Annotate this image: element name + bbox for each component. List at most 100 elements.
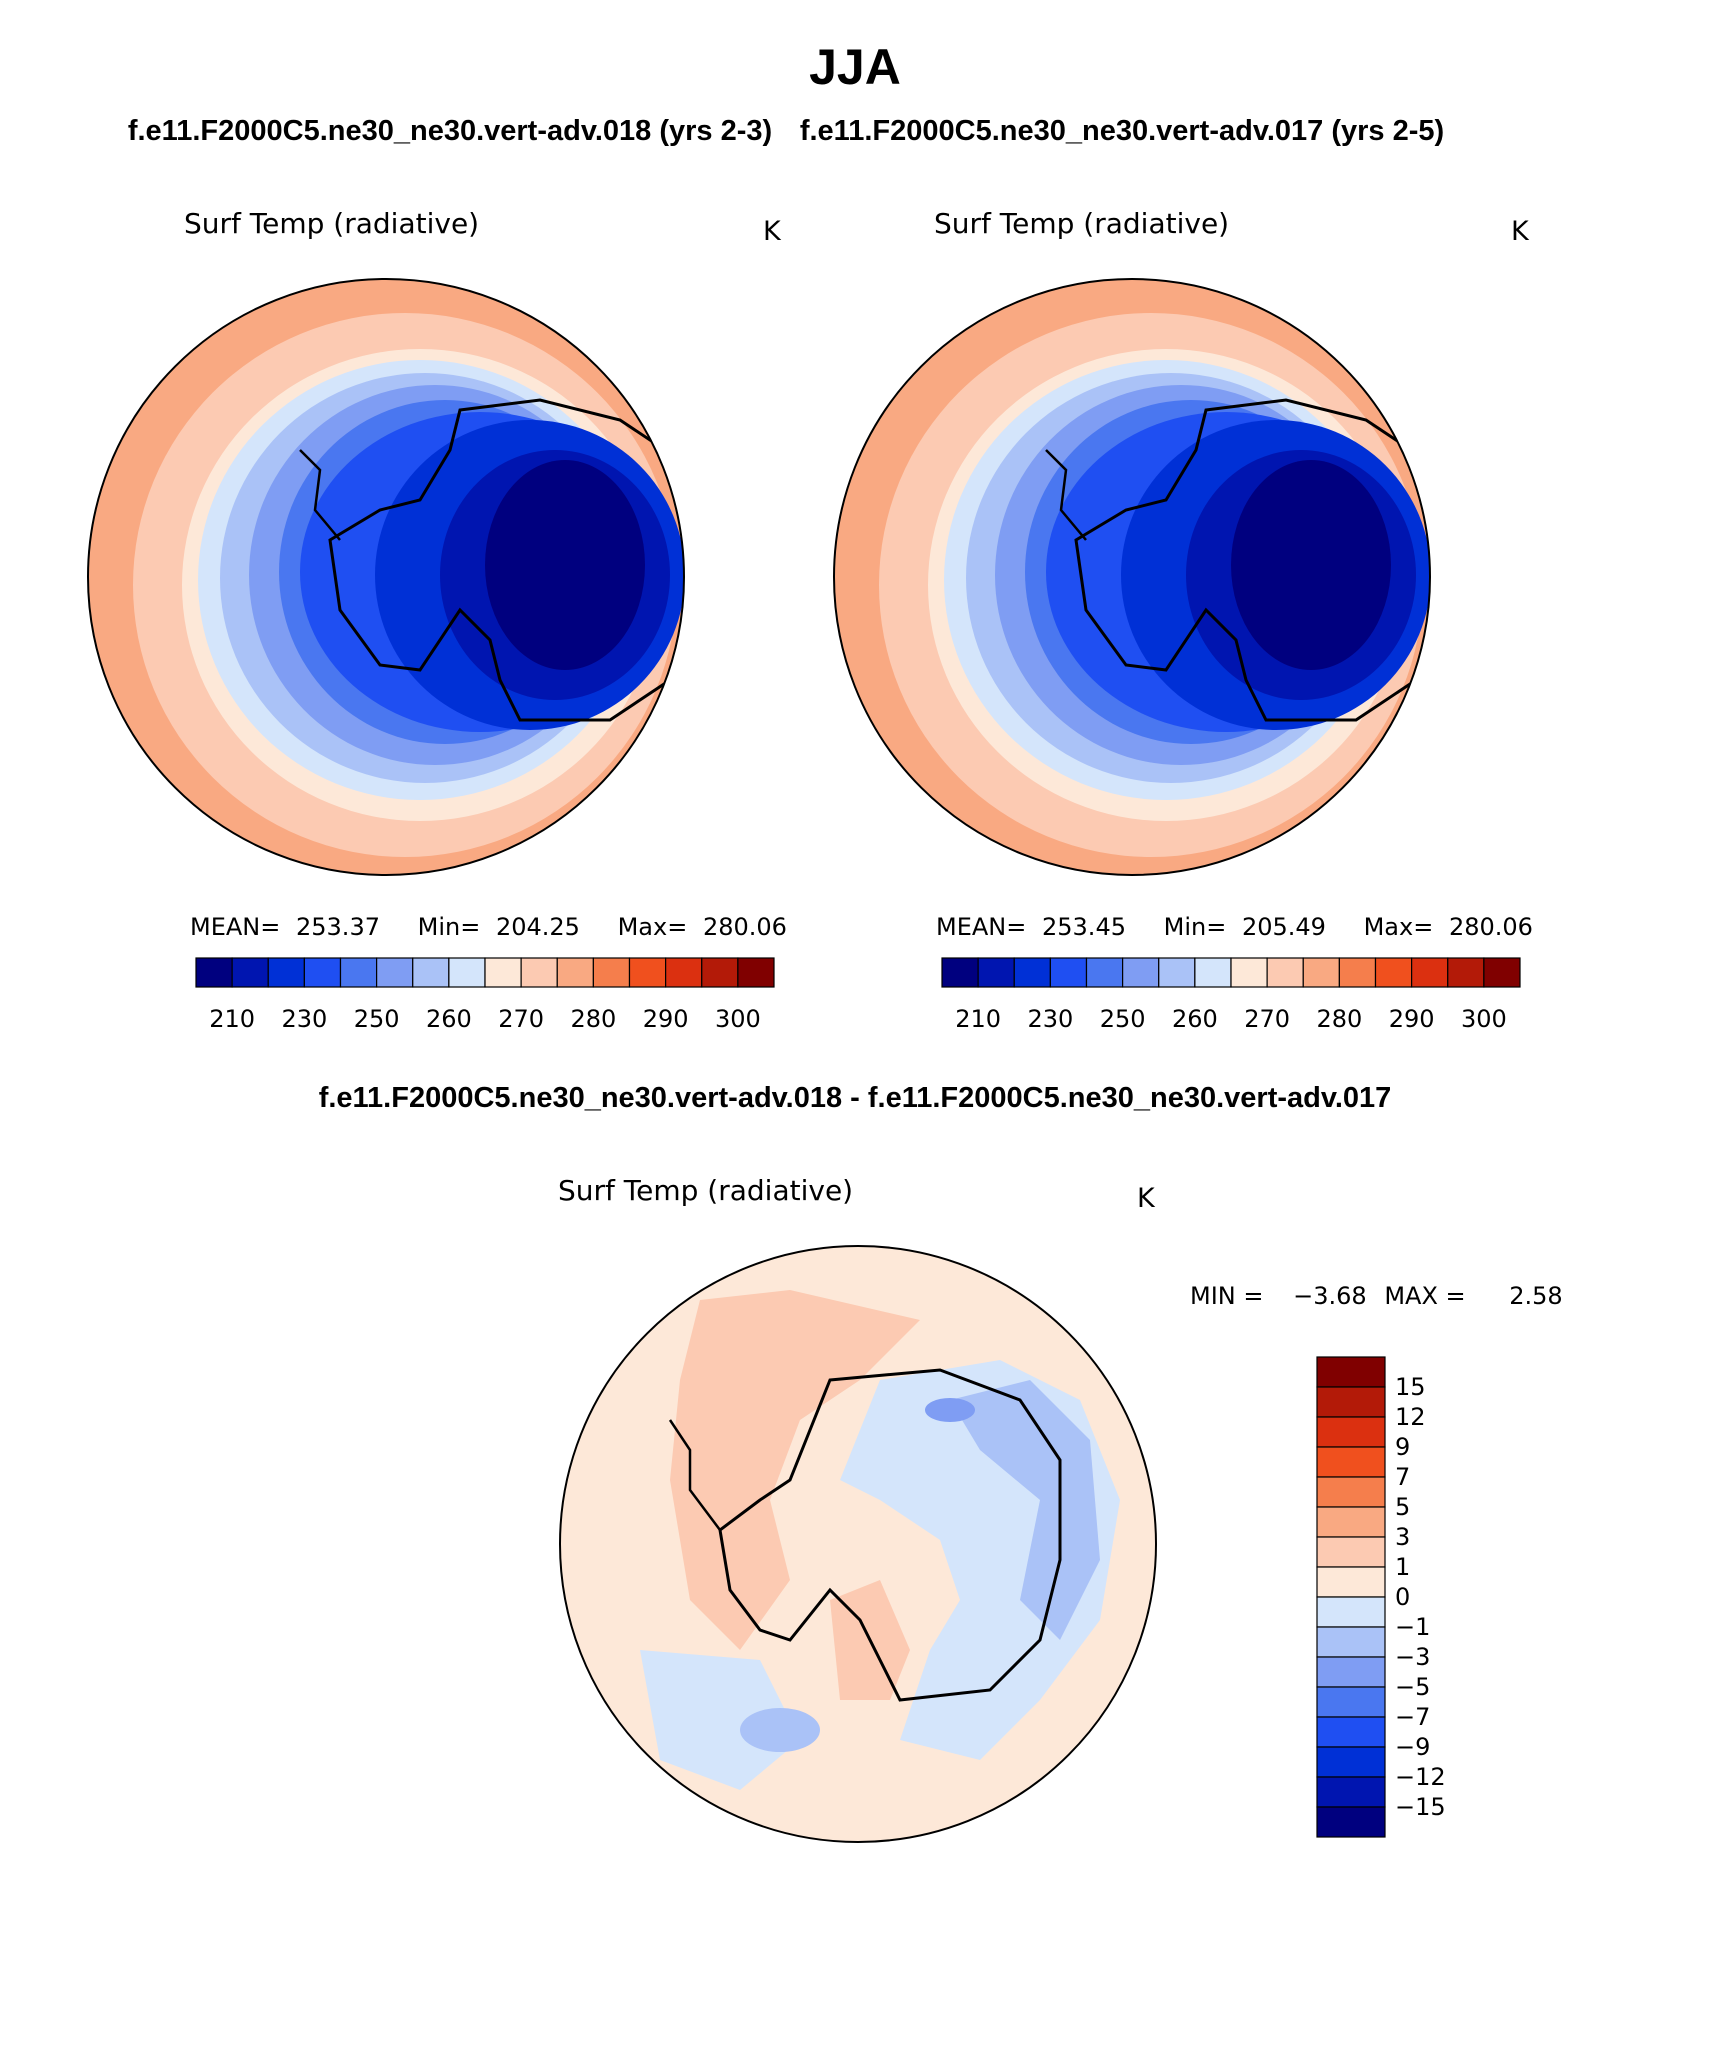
diff-colorbar-swatch	[1316, 1776, 1386, 1808]
panel-b-colorbar-swatch	[1122, 957, 1160, 988]
diff-colorbar-swatch	[1316, 1806, 1386, 1838]
panel-a-colorbar-tick-label: 270	[498, 1005, 544, 1033]
panel-b-colorbar-swatch	[977, 957, 1015, 988]
panel-a-colorbar-swatch	[737, 957, 775, 988]
panel-b-colorbar-tick-label: 210	[955, 1005, 1001, 1033]
panel-a-colorbar-tick-label: 230	[281, 1005, 327, 1033]
diff-colorbar-swatch	[1316, 1356, 1386, 1388]
panel-b-colorbar-swatch	[1266, 957, 1304, 988]
diff-colorbar-swatch	[1316, 1686, 1386, 1718]
panel-b-colorbar-swatch	[1230, 957, 1268, 988]
diff-colorbar-swatch	[1316, 1536, 1386, 1568]
panel-b-colorbar-swatch	[941, 957, 979, 988]
panel-a-field-label: Surf Temp (radiative)	[184, 207, 479, 240]
panel-a-map-fill	[88, 279, 684, 875]
map-panel-a: Surf Temp (radiative) K MEAN= 253.37 Min…	[87, 207, 787, 1033]
diff-colorbar-swatch	[1316, 1416, 1386, 1448]
diff-coastline	[718, 1368, 1062, 1702]
diff-colorbar-tick-label: −7	[1395, 1703, 1430, 1731]
diff-colorbar-swatch	[1316, 1716, 1386, 1748]
panel-a-colorbar-swatch	[520, 957, 558, 988]
diff-colorbar-swatch	[1316, 1506, 1386, 1538]
diff-colorbar-tick-label: 9	[1395, 1433, 1410, 1461]
diff-map-fill	[560, 1246, 1156, 1842]
map-panel-difference: Surf Temp (radiative) K MIN = −3.68 MAX …	[558, 1174, 1563, 1843]
diff-colorbar-tick-label: −3	[1395, 1643, 1430, 1671]
panel-b-colorbar-tick-label: 270	[1244, 1005, 1290, 1033]
panel-a-colorbar-swatch	[303, 957, 342, 988]
panel-a-colorbar-swatch	[376, 957, 414, 988]
diff-colorbar-tick-label: −15	[1395, 1793, 1446, 1821]
diff-colorbar-swatch	[1316, 1656, 1386, 1688]
panel-a-colorbar-swatch	[556, 957, 594, 988]
diff-units: K	[1137, 1183, 1156, 1214]
panel-b-colorbar-tick-label: 260	[1172, 1005, 1218, 1033]
diff-colorbar-tick-label: 7	[1395, 1463, 1410, 1491]
panel-a-colorbar: 210 230 250 260 270 280 290 300	[195, 957, 775, 1033]
panel-b-colorbar-swatch	[1194, 957, 1232, 988]
panel-a-colorbar-tick-label: 290	[643, 1005, 689, 1033]
panel-b-map-border	[833, 278, 1431, 876]
diff-colorbar-tick-label: 5	[1395, 1493, 1410, 1521]
diff-colorbar-swatch	[1316, 1626, 1386, 1658]
diff-colorbar-swatch	[1316, 1596, 1386, 1628]
panel-a-map-border	[87, 278, 685, 876]
panel-b-colorbar-swatch	[1411, 957, 1449, 988]
case-b-title: f.e11.F2000C5.ne30_ne30.vert-adv.017 (yr…	[800, 115, 1444, 147]
diff-colorbar-tick-label: −5	[1395, 1673, 1430, 1701]
panel-a-colorbar-swatch	[339, 957, 378, 988]
panel-a-colorbar-swatch	[592, 957, 631, 988]
panel-b-colorbar-swatch	[1338, 957, 1377, 988]
diff-colorbar-tick-label: 0	[1395, 1583, 1410, 1611]
panel-a-stats: MEAN= 253.37 Min= 204.25 Max= 280.06	[190, 913, 787, 941]
diff-min-max: MIN = −3.68 MAX = 2.58	[1190, 1282, 1563, 1310]
panel-a-colorbar-swatch	[701, 957, 739, 988]
panel-a-colorbar-swatch	[231, 957, 269, 988]
diff-colorbar-tick-label: 1	[1395, 1553, 1410, 1581]
panel-b-colorbar-swatch	[1447, 957, 1485, 988]
diff-colorbar-tick-label: −1	[1395, 1613, 1430, 1641]
panel-b-colorbar-swatch	[1013, 957, 1051, 988]
panel-b-colorbar-tick-label: 290	[1389, 1005, 1435, 1033]
difference-title: f.e11.F2000C5.ne30_ne30.vert-adv.018 - f…	[319, 1082, 1392, 1114]
panel-b-stats: MEAN= 253.45 Min= 205.49 Max= 280.06	[936, 913, 1533, 941]
diff-colorbar-swatch	[1316, 1446, 1386, 1478]
panel-a-colorbar-tick-label: 210	[209, 1005, 255, 1033]
diff-colorbar-tick-label: 3	[1395, 1523, 1410, 1551]
panel-a-colorbar-swatch	[628, 957, 667, 988]
panel-a-colorbar-tick-label: 300	[715, 1005, 761, 1033]
panel-b-colorbar-swatch	[1374, 957, 1413, 988]
panel-b-colorbar: 210 230 250 260 270 280 290 300	[941, 957, 1521, 1033]
panel-b-colorbar-swatch	[1085, 957, 1124, 988]
panel-b-colorbar-tick-label: 280	[1316, 1005, 1362, 1033]
panel-b-units: K	[1511, 216, 1530, 247]
panel-b-colorbar-tick-label: 230	[1027, 1005, 1073, 1033]
diff-colorbar-tick-label: −9	[1395, 1733, 1430, 1761]
panel-b-map-fill	[834, 279, 1430, 875]
panel-b-colorbar-swatch	[1158, 957, 1196, 988]
panel-a-colorbar-swatch	[448, 957, 486, 988]
diff-colorbar-swatch	[1316, 1476, 1386, 1508]
diff-colorbar-tick-label: 15	[1395, 1373, 1426, 1401]
diff-field-label: Surf Temp (radiative)	[558, 1174, 853, 1207]
panel-b-colorbar-swatch	[1302, 957, 1340, 988]
panel-b-colorbar-swatch	[1049, 957, 1088, 988]
panel-a-colorbar-swatch	[195, 957, 233, 988]
panel-a-colorbar-swatch	[412, 957, 450, 988]
panel-a-units: K	[763, 216, 782, 247]
diff-colorbar-swatch	[1316, 1746, 1386, 1778]
panel-b-field-label: Surf Temp (radiative)	[934, 207, 1229, 240]
diff-map-border	[559, 1245, 1157, 1843]
map-panel-b: Surf Temp (radiative) K MEAN= 253.45 Min…	[833, 207, 1533, 1033]
panel-b-colorbar-tick-label: 300	[1461, 1005, 1507, 1033]
diff-colorbar-swatch	[1316, 1386, 1386, 1418]
panel-a-colorbar-swatch	[484, 957, 522, 988]
panel-a-colorbar-tick-label: 280	[570, 1005, 616, 1033]
diff-colorbar-swatch	[1316, 1566, 1386, 1598]
panel-a-colorbar-swatch	[665, 957, 703, 988]
panel-a-colorbar-swatch	[267, 957, 305, 988]
season-title: JJA	[809, 39, 901, 95]
panel-a-colorbar-tick-label: 250	[354, 1005, 400, 1033]
diff-colorbar-tick-label: 12	[1395, 1403, 1426, 1431]
